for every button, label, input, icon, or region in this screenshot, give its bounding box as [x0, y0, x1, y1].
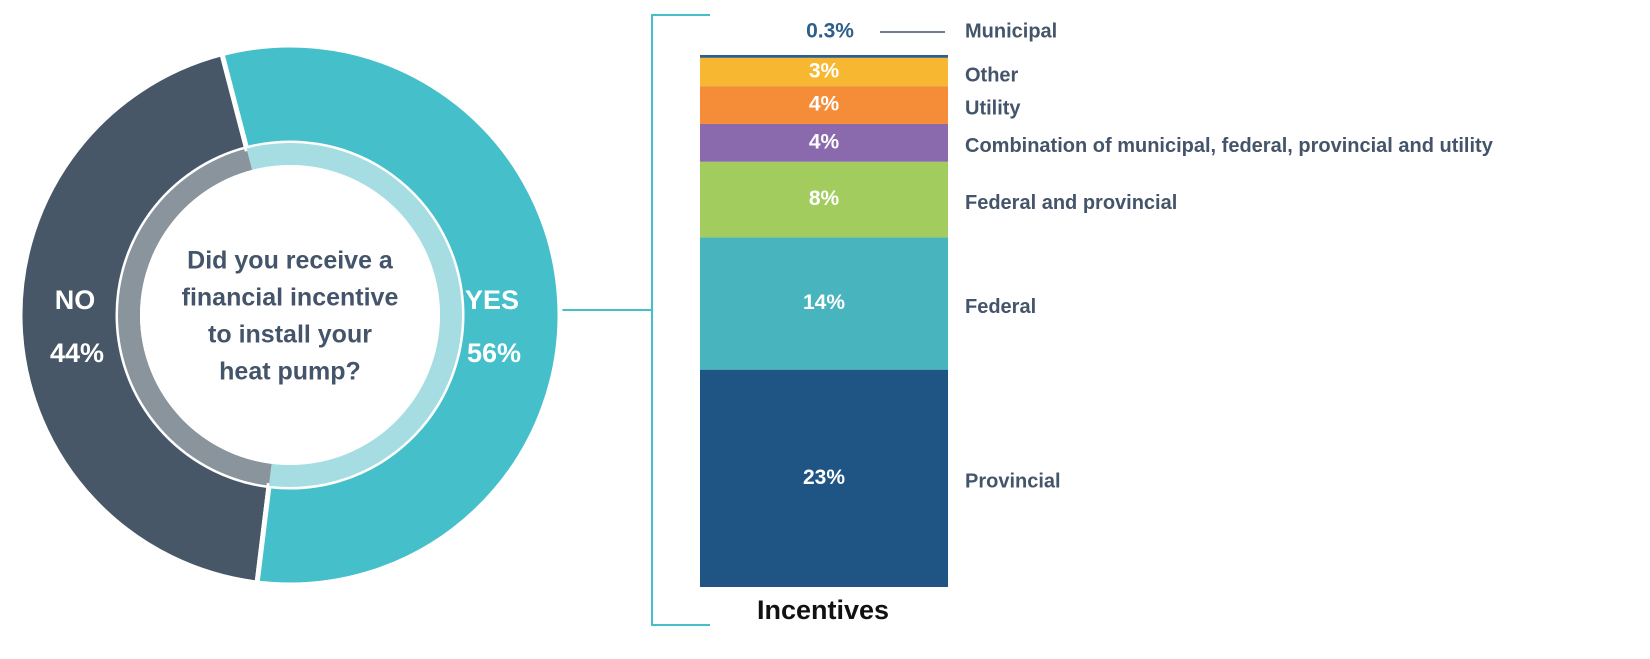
slice-value-label: 44%	[50, 338, 104, 368]
slice-label: YES	[465, 285, 519, 315]
bar-segment	[700, 369, 948, 587]
segment-name: Other	[965, 64, 1019, 86]
bar-segment	[700, 123, 948, 162]
bar-segment	[700, 54, 948, 58]
center-question: financial incentive	[182, 284, 399, 312]
segment-value-label: 4%	[809, 93, 840, 116]
segment-value-label: 14%	[803, 291, 845, 314]
segment-name: Federal	[965, 296, 1036, 318]
bracket	[651, 14, 710, 626]
segment-name: Federal and provincial	[965, 192, 1177, 214]
bar-title: Incentives	[757, 595, 889, 625]
bar-segment	[700, 86, 948, 124]
donut-center	[140, 165, 440, 465]
segment-value-label: 4%	[809, 130, 840, 153]
bar-segment	[700, 237, 948, 370]
segment-name: Utility	[965, 97, 1021, 119]
segment-value-label: 8%	[809, 187, 840, 210]
segment-value-label: 0.3%	[806, 20, 854, 43]
segment-value-label: 3%	[809, 60, 840, 83]
bar-segment	[700, 161, 948, 238]
bar-segment	[700, 57, 948, 87]
segment-name: Provincial	[965, 471, 1061, 493]
slice-label: NO	[55, 285, 96, 315]
center-question: heat pump?	[219, 358, 361, 386]
center-question: to install your	[208, 321, 372, 349]
donut-inner-ring	[118, 148, 272, 486]
segment-name: Combination of municipal, federal, provi…	[965, 135, 1494, 157]
center-question: Did you receive a	[187, 247, 394, 275]
segment-name: Municipal	[965, 20, 1057, 42]
slice-value-label: 56%	[467, 338, 521, 368]
segment-value-label: 23%	[803, 466, 845, 489]
